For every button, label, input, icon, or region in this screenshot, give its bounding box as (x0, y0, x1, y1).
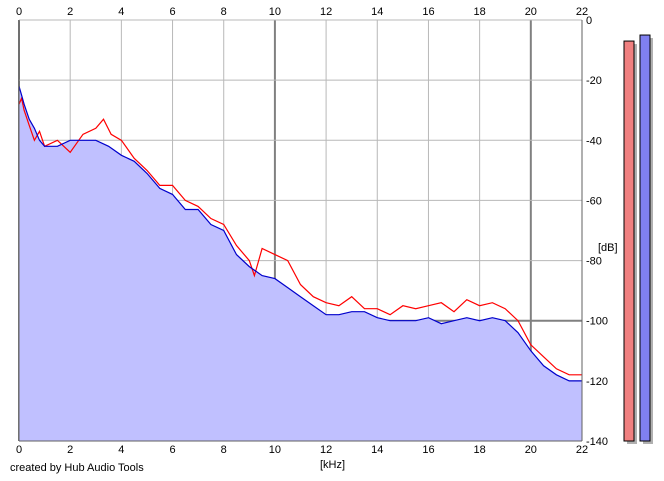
x-tick-label-top: 0 (16, 6, 22, 18)
spectrum-lines (18, 86, 582, 382)
spectrum-fill-area (19, 86, 582, 441)
x-tick-label-top: 4 (118, 6, 124, 18)
y-tick-label: -40 (586, 135, 602, 147)
meter-blue (639, 34, 651, 442)
x-axis-label: [kHz] (320, 459, 345, 471)
x-tick-label-top: 10 (269, 6, 281, 18)
x-tick-label-bottom: 8 (221, 444, 227, 456)
x-tick-label-top: 12 (320, 6, 332, 18)
y-tick-label: -120 (586, 376, 608, 388)
x-tick-label-top: 14 (371, 6, 383, 18)
series-line-blue (18, 86, 582, 382)
y-tick-label: -60 (586, 195, 602, 207)
plot-frame (18, 20, 583, 442)
x-tick-label-top: 16 (422, 6, 434, 18)
x-tick-label-bottom: 0 (16, 444, 22, 456)
x-tick-label-bottom: 20 (525, 444, 537, 456)
y-tick-label: 0 (586, 15, 592, 27)
credit-text: created by Hub Audio Tools (10, 462, 144, 474)
meter-red (623, 40, 635, 442)
y-tick-label: -20 (586, 75, 602, 87)
x-tick-label-bottom: 2 (67, 444, 73, 456)
series-line-red (18, 96, 582, 376)
x-tick-label-top: 22 (576, 6, 588, 18)
level-meters (623, 34, 653, 445)
y-tick-label: -140 (586, 436, 608, 448)
x-tick-label-bottom: 14 (371, 444, 383, 456)
x-tick-label-bottom: 22 (576, 444, 588, 456)
x-ticks-bottom: 0 2 4 6 8 10 12 14 16 18 20 22 (16, 444, 588, 456)
x-tick-label-top: 6 (169, 6, 175, 18)
x-tick-label-bottom: 16 (422, 444, 434, 456)
x-tick-label-top: 8 (221, 6, 227, 18)
x-tick-label-bottom: 6 (169, 444, 175, 456)
y-tick-label: -80 (586, 256, 602, 268)
y-tick-label: -100 (586, 316, 608, 328)
x-tick-label-bottom: 4 (118, 444, 124, 456)
x-ticks-top: 0 2 4 6 8 10 12 14 16 18 20 22 (16, 6, 588, 18)
x-tick-label-top: 18 (474, 6, 486, 18)
x-tick-label-bottom: 12 (320, 444, 332, 456)
x-tick-label-bottom: 18 (474, 444, 486, 456)
x-tick-label-bottom: 10 (269, 444, 281, 456)
y-ticks: 0 -20 -40 -60 -80 -100 -120 -140 (586, 15, 608, 448)
x-tick-label-top: 20 (525, 6, 537, 18)
y-axis-label: [dB] (598, 242, 618, 254)
spectrum-area (19, 86, 582, 441)
x-tick-label-top: 2 (67, 6, 73, 18)
